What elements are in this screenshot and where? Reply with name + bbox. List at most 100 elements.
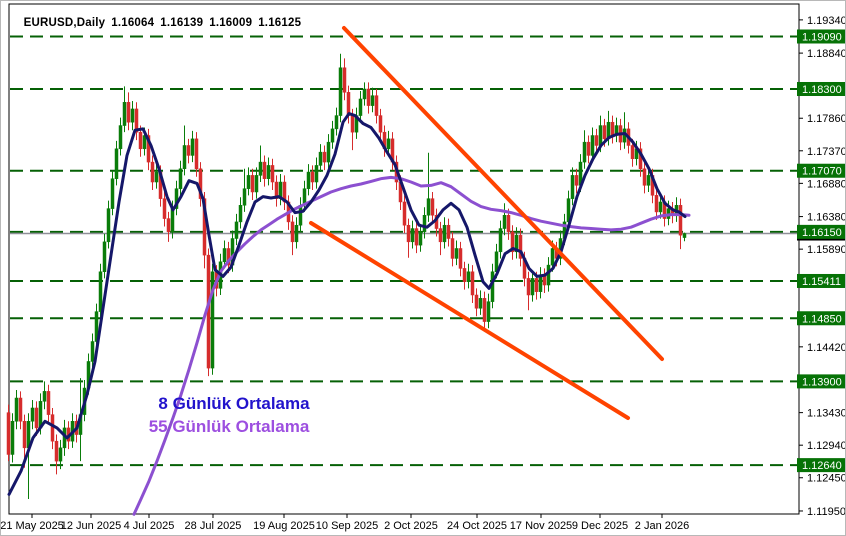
candle-body (238, 205, 243, 223)
candle-body (198, 168, 203, 199)
candle-body (514, 234, 519, 253)
candle-body (454, 248, 459, 259)
upper-downtrend-line[interactable] (342, 26, 664, 361)
candle-body (154, 171, 159, 183)
candle-body (130, 108, 135, 123)
candle-body (122, 102, 127, 126)
candle-body (402, 201, 407, 226)
candle-body (90, 341, 95, 362)
candle-body (530, 278, 535, 296)
candle-body (446, 224, 451, 239)
candle-body (682, 233, 687, 238)
candle-body (358, 98, 363, 116)
candle-body (246, 175, 251, 189)
candle-body (342, 67, 347, 93)
candle-body (430, 198, 435, 216)
y-axis-label: 1.12940 (807, 440, 846, 452)
candle-body (106, 208, 111, 243)
candle-body (590, 135, 595, 156)
y-axis-label: 1.19340 (807, 15, 846, 27)
candle-body (266, 165, 271, 179)
candle-body (470, 271, 475, 296)
candle-body (54, 440, 59, 462)
candle-body (654, 195, 659, 213)
ma8-annotation-label[interactable]: 8 Günlük Ortalama (158, 394, 310, 413)
candle-body (678, 205, 683, 236)
candle-body (274, 181, 279, 199)
candle-body (234, 221, 239, 239)
candle-body (30, 407, 35, 422)
candle-body (322, 151, 327, 163)
candle-body (574, 175, 579, 186)
level-label-box (797, 224, 845, 239)
candle-body (194, 138, 199, 169)
x-axis-label: 21 May 2025 (1, 520, 64, 532)
candle-body (486, 301, 491, 322)
candle-body (386, 138, 391, 150)
x-axis-label: 19 Aug 2025 (253, 520, 315, 532)
candle-body (138, 131, 143, 150)
candle-body (378, 115, 383, 133)
x-axis-label: 2 Oct 2025 (384, 520, 438, 532)
x-axis-label: 4 Jul 2025 (124, 520, 175, 532)
candle-body (290, 221, 295, 243)
candle-body (570, 175, 575, 199)
candle-body (450, 238, 455, 259)
x-axis-label: 24 Oct 2025 (447, 520, 507, 532)
level-label-box (797, 273, 845, 288)
candle-body (210, 271, 215, 369)
candle-body (346, 92, 351, 116)
candle-body (518, 234, 523, 259)
candle-body (414, 228, 419, 246)
candle-body (458, 248, 463, 269)
candle-body (598, 125, 603, 146)
candle-body (410, 228, 415, 243)
lower-downtrend-line[interactable] (309, 221, 630, 420)
x-axis-label: 2 Jan 2026 (635, 520, 689, 532)
candle-body (418, 231, 423, 246)
candle-body (422, 215, 427, 233)
candle-body (658, 201, 663, 213)
y-axis-label: 1.18840 (807, 48, 846, 60)
ohlc-high: 1.16139 (160, 17, 204, 29)
candle-body (270, 165, 275, 183)
y-axis-label: 1.15890 (807, 244, 846, 256)
candle-body (474, 294, 479, 309)
level-label-text: 1.14850 (802, 313, 842, 325)
level-label-text: 1.18300 (802, 84, 842, 96)
candle-body (326, 141, 331, 163)
candle-body (442, 224, 447, 243)
level-label-box (797, 163, 845, 178)
candle-body (182, 145, 187, 169)
candle-body (126, 102, 131, 123)
candle-body (646, 175, 651, 186)
x-axis-label: 28 Jul 2025 (185, 520, 242, 532)
candle-body (546, 264, 551, 286)
candle-body (310, 171, 315, 183)
candle-body (594, 135, 599, 146)
candle-body (150, 161, 155, 183)
candle-body (98, 271, 103, 312)
candle-body (146, 135, 151, 163)
symbol-period-label: EURUSD,Daily (23, 17, 106, 29)
candle-body (362, 88, 367, 100)
candle-body (582, 141, 587, 163)
candle-body (538, 274, 543, 292)
level-label-box (797, 458, 845, 473)
candle-body (498, 228, 503, 253)
candle-body (602, 125, 607, 140)
candle-body (610, 121, 615, 136)
candle-body (110, 178, 115, 209)
candle-body (510, 231, 515, 253)
candle-body (438, 228, 443, 243)
ma55-annotation-label[interactable]: 55 Günlük Ortalama (148, 417, 310, 436)
x-axis-label: 17 Nov 2025 (510, 520, 572, 532)
ma55-line (132, 175, 691, 516)
ohlc-low: 1.16009 (209, 17, 253, 29)
candle-body (462, 268, 467, 282)
level-label-text: 1.15411 (802, 276, 841, 288)
y-axis-label: 1.14420 (807, 342, 846, 354)
